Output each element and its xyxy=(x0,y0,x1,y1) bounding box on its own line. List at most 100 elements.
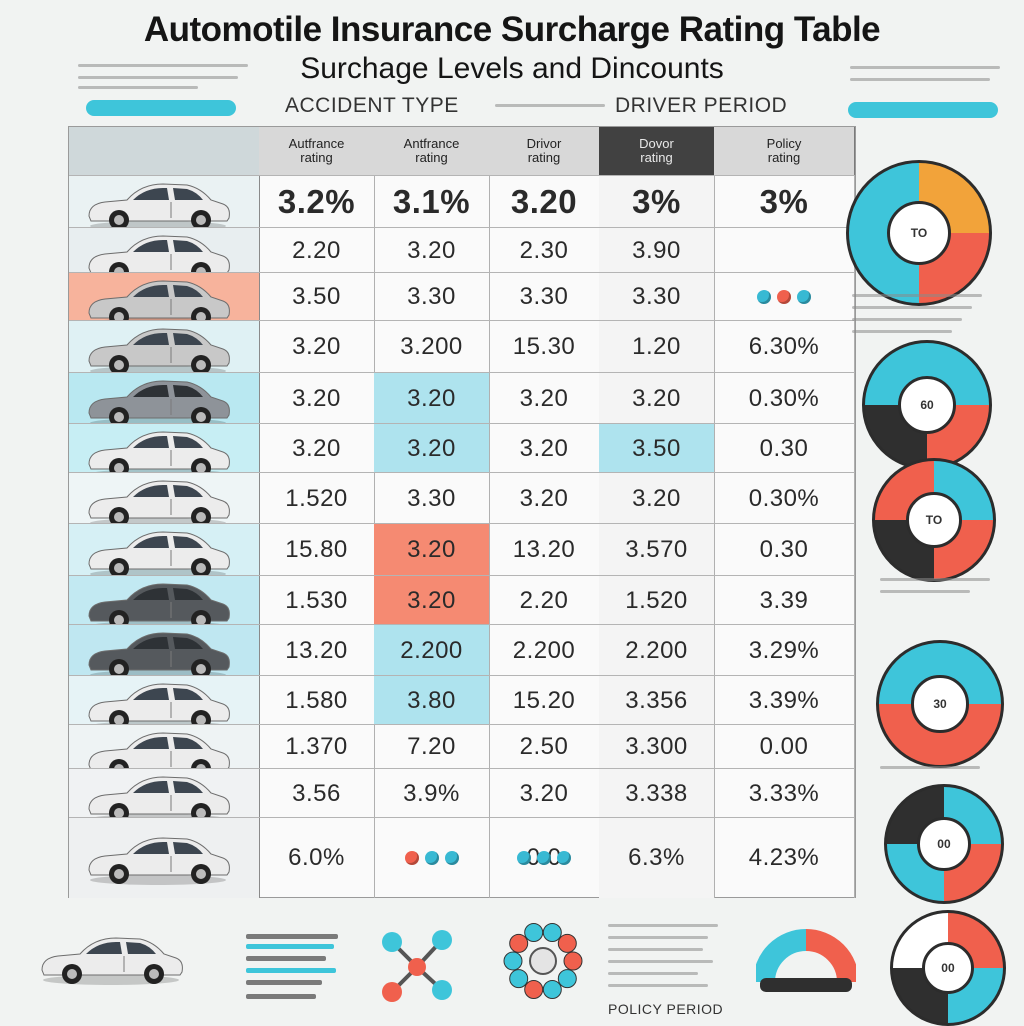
dot-icon xyxy=(777,290,791,304)
blurred-text-line xyxy=(850,78,990,81)
table-cell: 1.520 xyxy=(599,576,715,625)
table-cell: 3.30 xyxy=(489,273,600,321)
column-header: Autfrance rating xyxy=(259,127,375,175)
indicator-dots xyxy=(374,818,489,898)
table-cell: 0.30 xyxy=(714,524,855,576)
table-row: 6.0%0.06.3%4.23% xyxy=(69,817,855,898)
dot-icon xyxy=(444,851,459,865)
blurred-text-line xyxy=(495,104,605,107)
table-cell: 3.9% xyxy=(374,769,490,818)
car-image xyxy=(69,769,260,824)
table-cell: 3.29% xyxy=(714,625,855,676)
table-header-corner xyxy=(69,127,260,175)
blurred-text-line xyxy=(852,306,972,309)
table-cell: 3.20 xyxy=(489,473,600,524)
table-cell: 3.570 xyxy=(599,524,715,576)
donut-chart-icon: TO xyxy=(872,458,996,582)
car-image xyxy=(69,176,260,231)
donut-center-label: TO xyxy=(886,200,952,266)
blurred-text-line xyxy=(608,948,703,951)
table-cell: 0.00 xyxy=(714,725,855,769)
table-cell: 0.30 xyxy=(714,424,855,473)
legend-bar xyxy=(246,956,326,961)
dot-icon xyxy=(404,851,419,865)
car-image xyxy=(69,273,260,328)
column-header: Policy rating xyxy=(714,127,855,175)
cyan-pill xyxy=(86,100,236,116)
table-cell: 13.20 xyxy=(489,524,600,576)
donut-center-label: 00 xyxy=(921,941,975,995)
table-cell: 3.20 xyxy=(489,176,600,228)
donut-chart-icon: 60 xyxy=(862,340,992,470)
car-image xyxy=(69,373,260,428)
table-row: 3.20 3.20 3.20 3.20 0.30% xyxy=(69,372,855,428)
table-cell: 3.30 xyxy=(374,273,490,321)
ring-icon xyxy=(503,923,583,999)
table-cell: 6.30% xyxy=(714,321,855,373)
table-cell: 2.30 xyxy=(489,228,600,273)
blurred-text-line xyxy=(850,66,1000,69)
car-image xyxy=(69,676,260,731)
car-image xyxy=(69,424,260,479)
dot-icon xyxy=(757,290,771,304)
table-cell xyxy=(374,818,490,898)
blurred-text-line xyxy=(608,924,718,927)
main-title: Automotile Insurance Surcharge Rating Ta… xyxy=(143,10,881,49)
table-cell: 3.50 xyxy=(599,424,715,473)
table-cell: 3.30 xyxy=(374,473,490,524)
column-header: Antfrance rating xyxy=(374,127,490,175)
car-icon xyxy=(83,830,233,891)
table-cell: 3% xyxy=(714,176,855,228)
table-row: 13.20 2.200 2.200 2.200 3.29% xyxy=(69,624,855,680)
sub-title: Surchage Levels and Dincounts xyxy=(300,52,724,85)
table-cell: 6.3% xyxy=(599,818,715,898)
gauge-icon xyxy=(756,929,856,992)
car-icon xyxy=(36,930,186,991)
table-cell: 3.39 xyxy=(714,576,855,625)
table-row: 15.80 3.20 13.20 3.570 0.30 xyxy=(69,523,855,579)
table-cell: 3.1% xyxy=(374,176,490,228)
table-cell: 3.20 xyxy=(259,321,375,373)
table-cell: 3.20 xyxy=(374,424,490,473)
blurred-text-line xyxy=(852,318,962,321)
table-cell: 0.30% xyxy=(714,473,855,524)
table-row: 2.20 3.20 2.30 3.90 xyxy=(69,227,855,283)
table-cell: 3.300 xyxy=(599,725,715,769)
table-cell: 4.23% xyxy=(714,818,855,898)
car-image xyxy=(69,524,260,579)
network-icon xyxy=(382,930,452,1002)
table-cell: 3.2% xyxy=(259,176,375,228)
blurred-text-line xyxy=(852,294,982,297)
donut-center-label: 30 xyxy=(911,675,969,733)
table-cell: 3.80 xyxy=(374,676,490,725)
blurred-text-line xyxy=(78,86,198,89)
car-image xyxy=(69,625,260,680)
table-row: 3.20 3.20 3.20 3.50 0.30 xyxy=(69,423,855,479)
blurred-text-line xyxy=(608,936,708,939)
table-cell: 1.580 xyxy=(259,676,375,725)
dot-icon xyxy=(517,851,531,865)
table-cell: 7.20 xyxy=(374,725,490,769)
table-cell: 6.0% xyxy=(259,818,375,898)
table-cell: 2.50 xyxy=(489,725,600,769)
table-cell: 15.30 xyxy=(489,321,600,373)
table-cell: 15.80 xyxy=(259,524,375,576)
legend-bar xyxy=(246,944,334,949)
table-cell: 3.20 xyxy=(489,373,600,424)
column-header: Drivor rating xyxy=(489,127,600,175)
dot-icon xyxy=(424,851,439,865)
table-cell: 1.20 xyxy=(599,321,715,373)
blurred-text-line xyxy=(78,76,238,79)
table-row: 1.520 3.30 3.20 3.20 0.30% xyxy=(69,472,855,528)
indicator-dots xyxy=(489,818,599,898)
table-cell: 3.200 xyxy=(374,321,490,373)
table-cell: 3.20 xyxy=(259,373,375,424)
table-cell: 1.520 xyxy=(259,473,375,524)
car-image xyxy=(69,473,260,528)
table-cell: 3.20 xyxy=(489,769,600,818)
indicator-dots xyxy=(714,273,854,321)
car-image xyxy=(69,725,260,780)
table-cell: 3.20 xyxy=(374,524,490,576)
table-cell: 1.370 xyxy=(259,725,375,769)
table-cell: 3.90 xyxy=(599,228,715,273)
